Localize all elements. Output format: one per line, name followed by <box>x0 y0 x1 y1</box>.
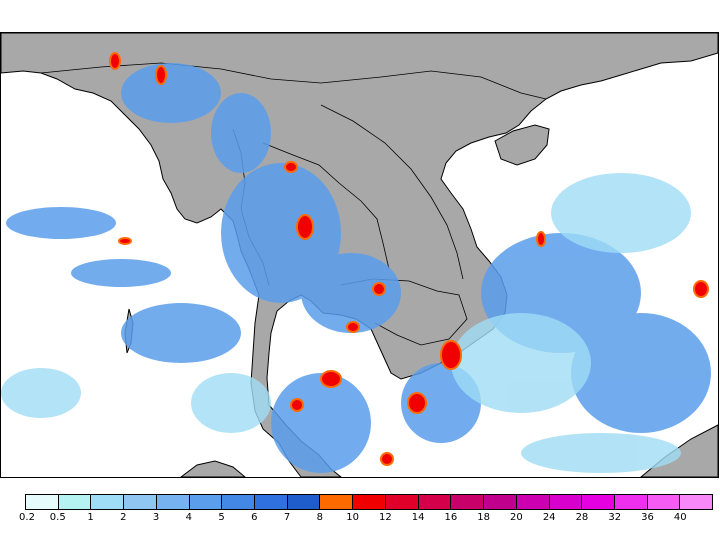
border-thailand-laos <box>262 142 390 270</box>
legend-tick-label: 20 <box>510 512 523 523</box>
legend-tick-label: 4 <box>185 512 192 523</box>
legend-tick-label: 1 <box>87 512 94 523</box>
legend-swatch <box>385 495 419 509</box>
legend-swatch <box>58 495 92 509</box>
legend-swatch <box>418 495 452 509</box>
legend-swatch <box>451 495 485 509</box>
color-legend <box>25 494 713 510</box>
sumatra-north-tip <box>180 460 246 477</box>
legend-tick-label: 12 <box>379 512 392 523</box>
legend-swatch <box>516 495 550 509</box>
legend-swatch <box>255 495 288 509</box>
legend-tick-label: 14 <box>411 512 425 523</box>
border-china <box>40 62 547 100</box>
legend-swatch <box>680 495 713 509</box>
legend-tick-label: 32 <box>608 512 622 523</box>
rain-pale <box>1 173 691 473</box>
legend-swatch <box>222 495 256 509</box>
legend-tick-label: 40 <box>673 512 687 523</box>
legend-tick-label: 3 <box>152 512 160 523</box>
legend-tick-label: 36 <box>641 512 654 523</box>
legend-tick-label: 7 <box>283 512 291 523</box>
legend-tick-label: 16 <box>444 512 458 523</box>
legend-tick-label: 0.5 <box>49 512 66 523</box>
legend-swatch <box>189 495 223 509</box>
legend-swatch <box>647 495 681 509</box>
legend-swatch <box>124 495 157 509</box>
precipitation-map <box>0 32 719 478</box>
legend-tick-label: 24 <box>542 512 556 523</box>
legend-tick-label: 0.2 <box>19 512 35 523</box>
legend-swatch <box>614 495 648 509</box>
rain-heavy <box>109 52 709 466</box>
legend-swatch <box>26 495 59 509</box>
legend-tick-label: 18 <box>477 512 491 523</box>
legend-swatch <box>549 495 583 509</box>
legend-swatch <box>353 495 386 509</box>
legend-tick-label: 2 <box>120 512 127 523</box>
legend-swatch <box>320 495 354 509</box>
legend-labels: 0.2 0.5 1 2 3 4 5 6 7 8 10 12 14 16 18 20 24 28 32 36 40 <box>0 512 720 530</box>
legend-swatch <box>484 495 517 509</box>
legend-tick-label: 6 <box>251 512 258 523</box>
legend-swatch <box>287 495 321 509</box>
map-canvas <box>1 33 718 477</box>
legend-tick-label: 28 <box>575 512 589 523</box>
hainan-island <box>494 124 550 166</box>
legend-swatch <box>156 495 190 509</box>
legend-tick-label: 5 <box>218 512 225 523</box>
rain-light <box>6 63 711 473</box>
legend-swatch <box>582 495 615 509</box>
border-laos-vietnam <box>320 104 464 280</box>
legend-tick-label: 8 <box>316 512 324 523</box>
legend-tick-label: 10 <box>346 512 359 523</box>
legend-swatch <box>91 495 125 509</box>
